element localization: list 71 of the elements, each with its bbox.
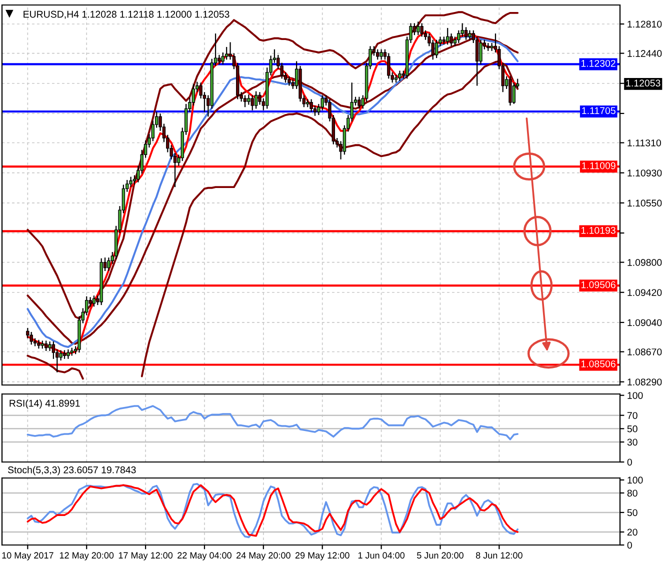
candlestick (434, 39, 438, 59)
x-tick-label: 12 May 20:00 (60, 552, 114, 560)
candlestick (224, 46, 228, 60)
y-tick-label: 1.12810 (628, 20, 662, 28)
text: 1.12053 (626, 80, 660, 87)
y-tick-label: 1.10930 (628, 170, 662, 176)
y-tick-label: 1.09040 (628, 319, 662, 326)
ref-line-label: 1.08506 (581, 360, 616, 368)
x-tick-label: 8 Jun 12:00 (476, 552, 522, 559)
candlestick (48, 340, 52, 352)
candlestick (310, 98, 313, 112)
candlestick (288, 76, 291, 86)
chart-title: Stoch(5,3,3) 23.6057 19.7843 (8, 466, 136, 476)
x-tick-label: 29 May 12:00 (295, 552, 350, 560)
candlestick (380, 48, 383, 60)
x-tick-label: 22 May 04:00 (178, 552, 232, 560)
candlestick (376, 48, 380, 60)
ref-line-label: 1.11705 (582, 107, 616, 114)
candlestick (247, 94, 250, 106)
y-tick-label: 20 (627, 528, 638, 536)
candlestick (358, 96, 361, 110)
y-tick-label: 30 (627, 438, 638, 446)
y-tick-label: 1.10550 (628, 200, 662, 207)
text: RSI(14) 41.8991 (10, 400, 80, 409)
ref-line-label: 1.11009 (582, 162, 616, 170)
ref-line-label: 1.10193 (581, 226, 616, 234)
candlestick (468, 30, 472, 40)
candlestick (431, 39, 434, 60)
candlestick (44, 340, 48, 352)
candlestick (512, 82, 516, 105)
candlestick (446, 27, 450, 46)
x-tick-label: 5 Jun 20:00 (417, 552, 464, 559)
candlestick (416, 21, 420, 36)
y-tick-label: 1.12440 (628, 50, 662, 57)
candlestick (92, 294, 96, 308)
x-tick-label: 24 May 20:00 (236, 552, 290, 560)
y-tick-label: 80 (627, 490, 638, 497)
y-tick-label: 50 (627, 509, 638, 516)
y-tick-label: 1.11310 (628, 139, 661, 146)
x-tick-label: 17 May 12:00 (118, 552, 173, 560)
y-tick-label: 1.08290 (628, 378, 662, 386)
candlestick (254, 90, 258, 110)
candlestick (66, 348, 70, 360)
y-tick-label: 1.09420 (628, 289, 662, 296)
ref-line-label: 1.12302 (581, 60, 616, 67)
y-tick-label: 70 (627, 412, 638, 419)
candlestick (59, 350, 62, 362)
candlestick (398, 70, 402, 82)
candlestick (218, 54, 221, 65)
candlestick (464, 26, 468, 40)
y-tick-label: 1.08670 (628, 348, 662, 356)
candlestick (320, 94, 324, 111)
text: EURUSD,H4 1.12028 1.12118 1.12000 1.12053 (24, 10, 230, 19)
candlestick (129, 176, 132, 188)
x-tick-label: 10 May 2017 (2, 552, 54, 560)
y-tick-label: 100 (628, 392, 643, 399)
y-tick-label: 0 (627, 542, 632, 549)
y-tick-label: 1.09800 (628, 259, 662, 266)
candlestick (243, 94, 247, 108)
candlestick (30, 331, 33, 346)
candlestick (420, 22, 424, 38)
y-tick-label: 50 (627, 425, 638, 432)
x-tick-label: 1 Jun 04:00 (358, 552, 405, 559)
y-tick-label: 0 (627, 458, 632, 466)
y-tick-label: 100 (628, 476, 643, 484)
candlestick (508, 76, 512, 106)
candlestick (387, 52, 390, 80)
ref-line-label: 1.09506 (581, 281, 616, 288)
candlestick (479, 39, 482, 65)
candlestick (250, 94, 254, 111)
candlestick (412, 22, 416, 36)
